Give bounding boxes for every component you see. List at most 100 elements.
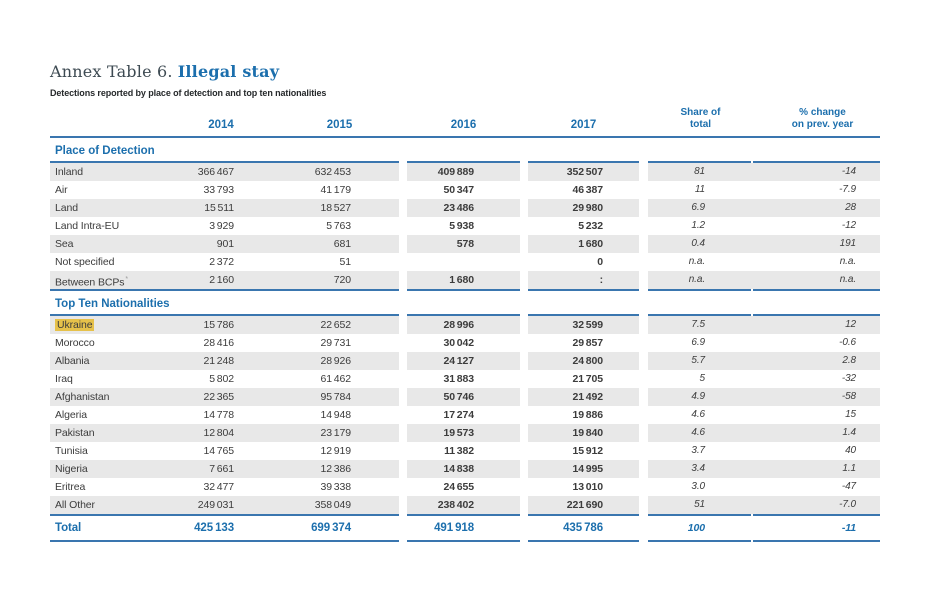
cell-2015: 51 bbox=[339, 255, 352, 268]
table-row: Land Intra-EU 3 929 5 763 5 938 5 232 1.2 -12 bbox=[50, 217, 880, 235]
cell-2015: 358 049 bbox=[280, 495, 399, 514]
cell-2014: 15 786 bbox=[162, 315, 280, 334]
column-gutter bbox=[399, 181, 407, 199]
column-gutter bbox=[639, 316, 648, 334]
column-gutter bbox=[399, 163, 407, 181]
col-header-2015: 2015 bbox=[326, 118, 353, 131]
row-label-text: Between BCPs bbox=[55, 276, 125, 289]
col-header-pct-change: % change on prev. year bbox=[753, 107, 880, 131]
row-label-text: Land bbox=[55, 201, 78, 214]
rule-gap bbox=[399, 540, 407, 542]
rule-gap bbox=[399, 289, 407, 291]
row-label: Albania bbox=[50, 351, 162, 370]
cell-2016: 5 938 bbox=[449, 219, 474, 232]
row-label: Iraq bbox=[50, 370, 162, 388]
cell-pct-change: -12 bbox=[841, 219, 856, 231]
cell-pct-change: -14 bbox=[753, 162, 880, 181]
section-rule bbox=[50, 513, 880, 516]
footnote-marker: * bbox=[125, 275, 129, 283]
row-label-text: Land Intra-EU bbox=[55, 219, 120, 232]
cell-2014: 14 778 bbox=[203, 408, 234, 421]
cell-2016: 14 838 bbox=[407, 459, 520, 478]
column-gutter bbox=[520, 370, 528, 388]
cell-2017: 352 507 bbox=[528, 162, 639, 181]
column-gutter bbox=[639, 235, 648, 253]
row-label: All Other bbox=[50, 495, 162, 514]
column-gutter bbox=[399, 496, 407, 514]
column-gutter bbox=[639, 516, 648, 540]
column-gutter bbox=[639, 271, 648, 289]
rule-segment bbox=[753, 288, 880, 291]
rule-segment bbox=[648, 160, 751, 163]
col-header-2016: 2016 bbox=[450, 118, 477, 131]
column-gutter bbox=[399, 217, 407, 235]
column-gutter bbox=[520, 424, 528, 442]
cell-share-of-total: 6.9 bbox=[691, 336, 705, 348]
row-label-text: Algeria bbox=[55, 408, 87, 421]
rule-segment bbox=[407, 539, 520, 542]
cell-2017: 21 705 bbox=[572, 372, 603, 385]
cell-2016: 50 347 bbox=[443, 183, 474, 196]
rule-segment bbox=[528, 539, 639, 542]
row-label-text: Iraq bbox=[55, 372, 73, 385]
cell-pct-change: n.a. bbox=[753, 270, 880, 289]
row-label: Inland bbox=[50, 162, 162, 181]
cell-2017: 21 492 bbox=[528, 387, 639, 406]
cell-share-of-total: 0.4 bbox=[648, 234, 753, 253]
rule-segment bbox=[648, 288, 751, 291]
column-gutter bbox=[399, 352, 407, 370]
cell-2016 bbox=[407, 253, 520, 271]
title-prefix: Annex Table 6. bbox=[50, 62, 173, 81]
cell-pct-change: -11 bbox=[841, 521, 856, 534]
table-row: Sea 901 681 578 1 680 0.4 191 bbox=[50, 234, 880, 253]
cell-share-of-total: 7.5 bbox=[648, 315, 753, 334]
rule-segment bbox=[753, 539, 880, 542]
cell-share-of-total: 3.0 bbox=[691, 480, 705, 492]
rule-segment bbox=[407, 513, 520, 516]
rule-segment bbox=[528, 313, 639, 316]
change-header-line1: % change bbox=[799, 107, 846, 118]
cell-2015: 12 386 bbox=[280, 459, 399, 478]
table-row: Ukraine 15 786 22 652 28 996 32 599 7.5 12 bbox=[50, 315, 880, 334]
column-gutter bbox=[520, 316, 528, 334]
share-header-line2: total bbox=[689, 118, 712, 130]
rule-segment bbox=[50, 288, 399, 291]
row-label-text: Albania bbox=[55, 354, 90, 367]
cell-pct-change: -7.0 bbox=[753, 495, 880, 514]
cell-pct-change: 2.8 bbox=[753, 351, 880, 370]
cell-2014: 249 031 bbox=[162, 495, 280, 514]
cell-share-of-total: 4.9 bbox=[648, 387, 753, 406]
table-column-headers: 2014 2015 2016 2017 Share of total % chan… bbox=[50, 107, 880, 138]
cell-2016: 19 573 bbox=[407, 423, 520, 442]
rule-gap bbox=[639, 540, 648, 542]
column-gutter bbox=[639, 217, 648, 235]
column-gutter bbox=[399, 424, 407, 442]
column-gutter bbox=[399, 478, 407, 496]
cell-2017: 221 690 bbox=[528, 495, 639, 514]
col-header-2017: 2017 bbox=[570, 118, 597, 131]
row-label-text: Morocco bbox=[55, 336, 95, 349]
cell-pct-change: n.a. bbox=[839, 255, 856, 267]
cell-pct-change: -32 bbox=[841, 372, 856, 384]
row-label: Eritrea bbox=[50, 478, 162, 496]
column-gutter bbox=[639, 406, 648, 424]
cell-2017: 19 840 bbox=[528, 423, 639, 442]
cell-pct-change: 191 bbox=[753, 234, 880, 253]
cell-pct-change: -7.9 bbox=[839, 183, 856, 195]
cell-2016: 1 680 bbox=[407, 270, 520, 289]
column-gutter bbox=[399, 334, 407, 352]
row-label: Between BCPs* bbox=[50, 270, 162, 289]
table-row: Tunisia 14 765 12 919 11 382 15 912 3.7 40 bbox=[50, 442, 880, 460]
cell-share-of-total: 4.6 bbox=[648, 423, 753, 442]
cell-2017: 46 387 bbox=[572, 183, 603, 196]
cell-share-of-total: 3.7 bbox=[691, 444, 705, 456]
cell-2015: 23 179 bbox=[280, 423, 399, 442]
table-row: Land 15 511 18 527 23 486 29 980 6.9 28 bbox=[50, 198, 880, 217]
column-gutter bbox=[520, 235, 528, 253]
cell-2014: 2 160 bbox=[162, 270, 280, 289]
cell-2017: 19 886 bbox=[572, 408, 603, 421]
cell-share-of-total: 4.6 bbox=[691, 408, 705, 420]
rule-gap bbox=[520, 540, 528, 542]
row-label-text: Pakistan bbox=[55, 426, 95, 439]
cell-share-of-total: n.a. bbox=[688, 255, 705, 267]
